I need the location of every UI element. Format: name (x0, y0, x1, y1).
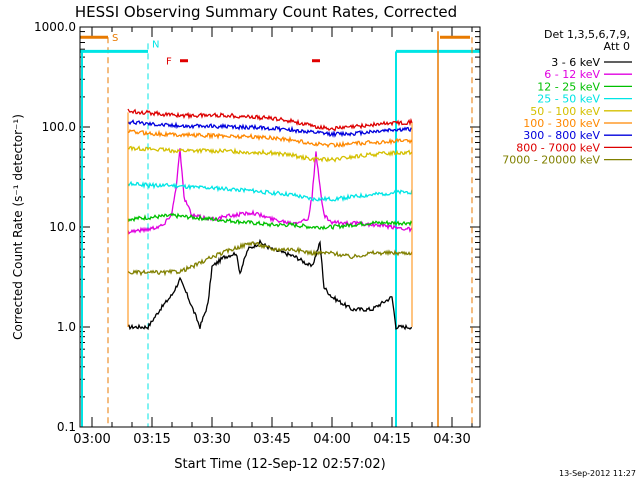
legend-label: 3 - 6 keV (551, 56, 600, 69)
legend-header-line-2: Att 0 (604, 40, 630, 53)
series-line-8 (127, 108, 413, 132)
plot-frame (79, 26, 481, 428)
x-tick-label: 03:45 (253, 432, 290, 447)
legend-label: 12 - 25 keV (537, 80, 600, 93)
series-line-5 (127, 145, 413, 163)
x-tick-label: 04:00 (313, 432, 350, 447)
series-line-7 (127, 119, 413, 138)
legend-label: 25 - 50 keV (537, 93, 600, 106)
y-tick-label: 1000.0 (34, 20, 76, 34)
flare-flag-label: F (166, 57, 172, 68)
x-tick-label: 04:15 (373, 432, 410, 447)
chart-title: HESSI Observing Summary Count Rates, Cor… (75, 3, 457, 21)
legend-label: 50 - 100 keV (530, 105, 600, 118)
y-axis-label: Corrected Count Rate (s⁻¹ detector⁻¹) (11, 114, 25, 340)
y-tick-label: 0.1 (57, 420, 76, 434)
y-tick-label: 10.0 (49, 220, 76, 234)
legend-label: 300 - 800 keV (523, 129, 600, 142)
x-axis-label: Start Time (12-Sep-12 02:57:02) (174, 457, 385, 472)
legend-header-line-1: Det 1,3,5,6,7,9, (544, 28, 630, 41)
series-line-4 (127, 180, 413, 202)
plot-area: 0.1 1.0 10.0 100.0 1000.0 03:00 03:15 03:30 03:4… (34, 20, 480, 447)
legend-label: 800 - 7000 keV (516, 141, 600, 154)
series-line-3 (127, 212, 413, 231)
x-tick-label: 03:00 (73, 432, 110, 447)
legend-label: 100 - 300 keV (523, 117, 600, 130)
night-flag-label: N (152, 39, 159, 50)
saa-flag-label: S (112, 33, 118, 44)
legend-label: 6 - 12 keV (544, 68, 600, 81)
series-line-9 (127, 241, 413, 277)
legend-label: 7000 - 20000 keV (502, 154, 600, 167)
x-tick-label: 04:30 (433, 432, 470, 447)
series-line-6 (127, 128, 413, 149)
footer-date: 13-Sep-2012 11:27 (559, 469, 636, 478)
y-tick-label: 1.0 (57, 320, 76, 334)
x-tick-label: 03:30 (193, 432, 230, 447)
y-tick-label: 100.0 (42, 120, 76, 134)
x-tick-label: 03:15 (133, 432, 170, 447)
